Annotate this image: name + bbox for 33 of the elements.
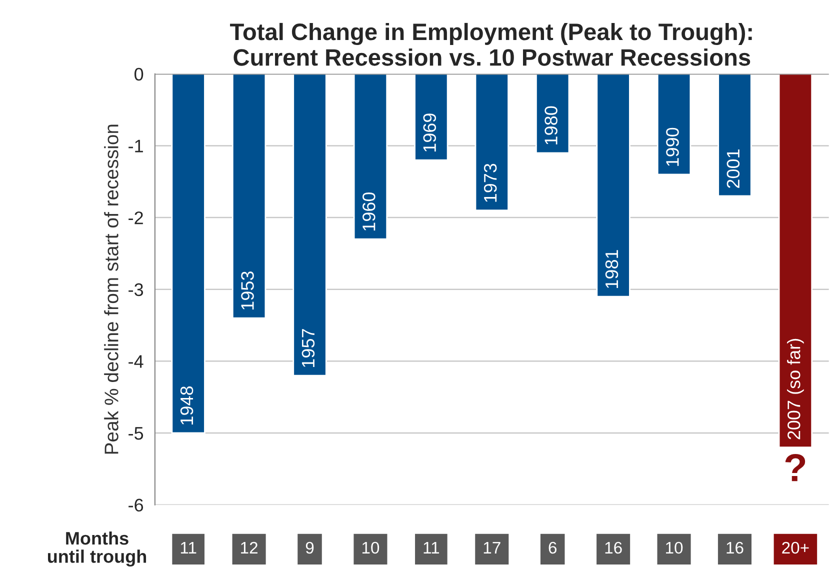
text: 16: [605, 542, 622, 554]
x-tick-label: 2001: [726, 150, 740, 188]
text: 10: [666, 542, 683, 554]
x-tick-label: 1948: [180, 386, 194, 424]
x-tick-label: 1973: [484, 164, 497, 202]
text: 11: [180, 542, 196, 554]
x-tick-label: 1990: [666, 128, 679, 166]
annotation: ?: [785, 454, 806, 482]
y-tick-label: -3: [128, 283, 144, 296]
text: Months until trough: [48, 531, 146, 567]
text: 16: [726, 542, 744, 554]
x-tick-label: 1953: [241, 272, 254, 310]
chart-title: Total Change in Employment (Peak to Trough): Current Recession vs. 10 Postwar Recessions: [230, 22, 752, 66]
text: 12: [241, 542, 258, 554]
text: 10: [362, 542, 380, 554]
y-tick-label: -2: [128, 211, 143, 224]
text: 20+: [782, 542, 809, 554]
x-tick-label: 2007 (so far): [787, 338, 804, 440]
y-tick-label: -1: [128, 140, 143, 152]
x-tick-label: 1981: [605, 250, 618, 288]
y-axis-title: Peak % decline from start of recession: [104, 124, 118, 454]
text: 6: [548, 542, 556, 554]
text: 17: [484, 542, 500, 554]
y-tick-label: 0: [134, 68, 144, 81]
y-tick-label: -5: [128, 427, 144, 440]
x-tick-label: 1969: [423, 114, 436, 152]
text: 9: [306, 542, 314, 554]
y-tick-label: -4: [128, 355, 144, 368]
text: 11: [424, 542, 440, 554]
x-tick-label: 1960: [362, 192, 376, 231]
y-tick-label: -6: [128, 498, 144, 512]
x-tick-label: 1957: [302, 329, 315, 367]
x-tick-label: 1980: [544, 106, 558, 144]
